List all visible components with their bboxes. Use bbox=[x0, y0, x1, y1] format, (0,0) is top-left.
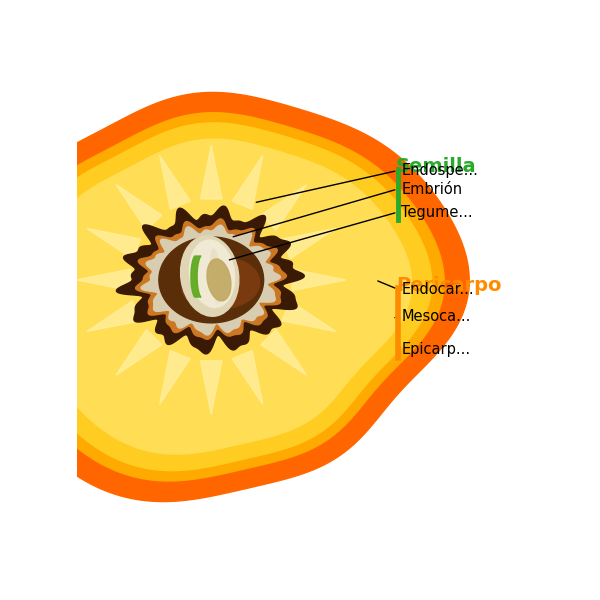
Ellipse shape bbox=[211, 249, 221, 303]
Text: Epicarp...: Epicarp... bbox=[401, 341, 470, 356]
Polygon shape bbox=[182, 258, 260, 310]
Polygon shape bbox=[116, 329, 162, 375]
Polygon shape bbox=[232, 350, 263, 404]
Polygon shape bbox=[232, 155, 263, 209]
Text: Semilla: Semilla bbox=[396, 157, 476, 176]
Polygon shape bbox=[19, 113, 444, 481]
Polygon shape bbox=[116, 185, 162, 230]
Polygon shape bbox=[136, 219, 286, 339]
Polygon shape bbox=[49, 139, 412, 454]
Polygon shape bbox=[160, 155, 190, 209]
Ellipse shape bbox=[207, 259, 231, 301]
Polygon shape bbox=[292, 269, 346, 290]
Text: Endospe...: Endospe... bbox=[401, 163, 478, 178]
Text: Tegume...: Tegume... bbox=[401, 205, 473, 220]
Polygon shape bbox=[159, 237, 263, 323]
Polygon shape bbox=[77, 269, 130, 290]
Polygon shape bbox=[282, 301, 336, 331]
Text: Endocar...: Endocar... bbox=[401, 281, 474, 296]
Text: Pericarpo: Pericarpo bbox=[396, 276, 502, 295]
Polygon shape bbox=[116, 206, 304, 354]
Text: Mesoca...: Mesoca... bbox=[401, 310, 471, 325]
Polygon shape bbox=[87, 301, 140, 331]
Polygon shape bbox=[0, 92, 469, 502]
Ellipse shape bbox=[181, 236, 239, 316]
Polygon shape bbox=[200, 145, 222, 199]
Ellipse shape bbox=[190, 240, 235, 307]
Polygon shape bbox=[87, 229, 140, 259]
Polygon shape bbox=[282, 229, 336, 259]
Polygon shape bbox=[200, 361, 222, 415]
Polygon shape bbox=[160, 350, 190, 404]
Polygon shape bbox=[261, 185, 307, 230]
Text: Embrión: Embrión bbox=[401, 182, 463, 197]
Polygon shape bbox=[31, 123, 431, 470]
Polygon shape bbox=[261, 329, 307, 375]
Polygon shape bbox=[141, 225, 280, 335]
